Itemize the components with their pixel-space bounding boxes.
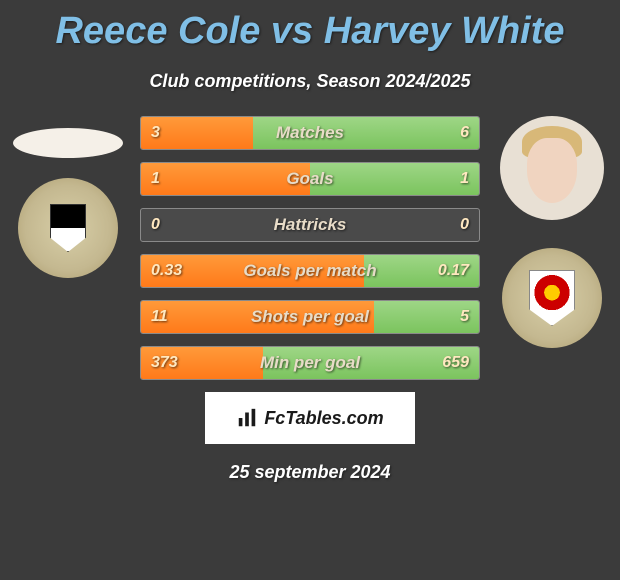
left-value: 373 [151, 347, 178, 379]
crest-shield-icon [50, 204, 86, 252]
avatar-face [527, 138, 577, 203]
stat-row: 36Matches [140, 116, 480, 150]
source-badge: FcTables.com [205, 392, 415, 444]
report-date: 25 september 2024 [0, 462, 620, 483]
right-value: 5 [460, 301, 469, 333]
left-value: 3 [151, 117, 160, 149]
crest-shield-icon [529, 270, 575, 326]
season-subtitle: Club competitions, Season 2024/2025 [0, 71, 620, 92]
comparison-content: 36Matches11Goals00Hattricks0.330.17Goals… [0, 116, 620, 380]
stat-row: 0.330.17Goals per match [140, 254, 480, 288]
left-value: 0.33 [151, 255, 182, 287]
stat-row: 115Shots per goal [140, 300, 480, 334]
right-value: 659 [442, 347, 469, 379]
chart-icon [236, 407, 258, 429]
right-value: 6 [460, 117, 469, 149]
right-player-avatar [500, 116, 604, 220]
stat-row: 0 0Hattricks [140, 208, 480, 242]
left-value: 0 [151, 209, 160, 241]
left-bar-fill [141, 163, 310, 195]
stat-row: 11Goals [140, 162, 480, 196]
left-value: 11 [151, 301, 168, 333]
stat-bars: 36Matches11Goals00Hattricks0.330.17Goals… [140, 116, 480, 380]
right-bar-fill [253, 117, 479, 149]
right-bar-fill [310, 163, 479, 195]
left-bar-fill [141, 301, 374, 333]
right-value: 1 [460, 163, 469, 195]
left-player-column [8, 116, 128, 278]
right-value: 0 [460, 209, 469, 241]
right-value: 0.17 [438, 255, 469, 287]
right-club-crest [502, 248, 602, 348]
left-value: 1 [151, 163, 160, 195]
comparison-title: Reece Cole vs Harvey White [0, 0, 620, 53]
left-player-avatar [13, 128, 123, 158]
right-player-column [492, 116, 612, 348]
stat-label: Hattricks [141, 209, 479, 241]
left-club-crest [18, 178, 118, 278]
stat-row: 373659Min per goal [140, 346, 480, 380]
source-text: FcTables.com [264, 408, 383, 429]
